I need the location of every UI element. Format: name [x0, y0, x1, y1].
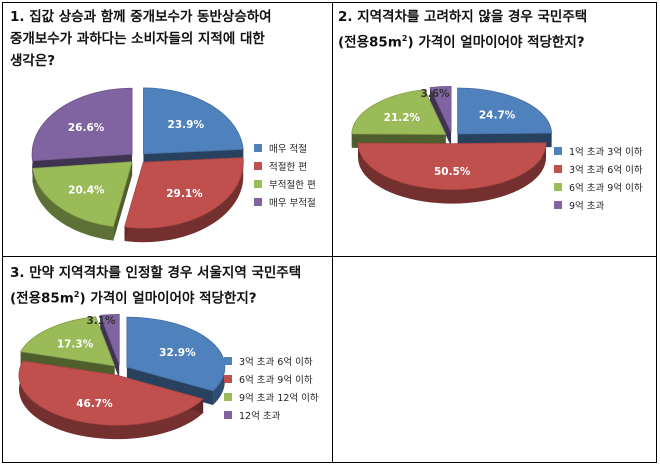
pie-slice — [351, 89, 447, 135]
legend-entry: 3억 초과 6억 이하 — [554, 160, 643, 178]
legend-label: 9억 초과 12억 이하 — [239, 393, 319, 404]
chart2-title: 2. 지역격차를 고려하지 않을 경우 국민주택 (전용85m2) 가격이 얼마… — [338, 6, 587, 54]
chart2-legend: 1억 초과 3억 이하 3억 초과 6억 이하 6억 초과 9억 이하 9억 초과 — [554, 142, 643, 214]
legend-entry: 매우 적절 — [254, 139, 316, 157]
legend-swatch — [254, 180, 262, 188]
legend-entry: 부적절한 편 — [254, 175, 316, 193]
pie-slice — [357, 142, 547, 190]
legend-label: 매우 적절 — [269, 144, 307, 155]
chart1-title: 1. 집값 상승과 함께 중개보수가 동반상승하여 중개보수가 과하다는 소비자… — [10, 6, 272, 72]
pie-slice — [429, 86, 452, 133]
pie-slice-side — [18, 360, 204, 440]
legend-entry: 3억 초과 6억 이하 — [224, 352, 319, 370]
pie-slice — [18, 360, 204, 426]
legend-label: 3억 초과 6억 이하 — [239, 357, 313, 368]
pie-slice — [126, 316, 226, 392]
pie-slice-side — [32, 168, 114, 241]
pie-slice — [99, 314, 120, 365]
pie-data-label: 46.7% — [76, 398, 113, 410]
legend-entry: 매우 부적절 — [254, 193, 316, 211]
pie-slice-side — [358, 142, 547, 204]
legend-swatch — [224, 357, 232, 365]
pie-data-label: 20.4% — [68, 184, 105, 196]
chart1-title-line1: 1. 집값 상승과 함께 중개보수가 동반상승하여 — [10, 9, 272, 25]
pie-slice — [124, 157, 244, 229]
legend-label: 3억 초과 6억 이하 — [569, 165, 643, 176]
pie-slice-side — [124, 157, 244, 243]
pie-slice — [31, 87, 133, 162]
pie-data-label: 23.9% — [168, 119, 205, 131]
legend-label: 1억 초과 3억 이하 — [569, 147, 643, 158]
legend-swatch — [224, 393, 232, 401]
legend-entry: 6억 초과 9억 이하 — [554, 178, 643, 196]
pie-slice — [20, 316, 116, 367]
pie-data-label: 24.7% — [479, 109, 516, 121]
pie-data-label: 21.2% — [384, 112, 421, 124]
pie-data-label: 17.3% — [57, 339, 94, 351]
chart3-title: 3. 만약 지역격차를 인정할 경우 서울지역 국민주택 (전용85m2) 가격… — [10, 262, 301, 310]
chart1-title-line2: 중개보수가 과하다는 소비자들의 지적에 대한 — [10, 31, 265, 47]
chart1-title-line3: 생각은? — [10, 53, 56, 69]
pie-data-label: 3.1% — [86, 315, 116, 327]
chart3-title-line2: (전용85m2) 가격이 얼마이어야 적당한지? — [10, 290, 257, 307]
chart2-title-line2: (전용85m2) 가격이 얼마이어야 적당한지? — [338, 34, 585, 51]
legend-swatch — [554, 183, 562, 191]
pie-slice — [143, 87, 244, 155]
divider-horizontal — [3, 256, 656, 257]
pie-data-label: 50.5% — [434, 166, 471, 178]
legend-swatch — [254, 144, 262, 152]
legend-swatch — [554, 147, 562, 155]
legend-swatch — [554, 165, 562, 173]
legend-swatch — [254, 198, 262, 206]
legend-entry: 9억 초과 — [554, 196, 643, 214]
legend-entry: 1억 초과 3억 이하 — [554, 142, 643, 160]
pie-slice-wall — [100, 315, 120, 379]
legend-label: 6억 초과 9억 이하 — [239, 375, 313, 386]
pie-data-label: 3.6% — [420, 88, 450, 100]
chart3-title-line1: 3. 만약 지역격차를 인정할 경우 서울지역 국민주택 — [10, 265, 302, 281]
legend-label: 12억 초과 — [239, 411, 281, 422]
pie-slice — [32, 161, 133, 228]
pie-data-label: 32.9% — [159, 347, 196, 359]
legend-label: 9억 초과 — [569, 201, 605, 212]
legend-label: 적절한 편 — [269, 162, 307, 173]
legend-label: 매우 부적절 — [269, 198, 316, 209]
legend-entry: 적절한 편 — [254, 157, 316, 175]
legend-entry: 6억 초과 9억 이하 — [224, 370, 319, 388]
legend-swatch — [554, 201, 562, 209]
pie-data-label: 29.1% — [166, 188, 203, 200]
pie-data-label: 26.6% — [68, 122, 105, 134]
divider-vertical — [332, 3, 333, 462]
legend-label: 부적절한 편 — [269, 180, 316, 191]
legend-swatch — [254, 162, 262, 170]
legend-entry: 9억 초과 12억 이하 — [224, 388, 319, 406]
legend-entry: 12억 초과 — [224, 406, 319, 424]
legend-swatch — [224, 375, 232, 383]
chart2-title-line1: 2. 지역격차를 고려하지 않을 경우 국민주택 — [338, 9, 588, 25]
pie-slice — [457, 87, 553, 135]
legend-label: 6억 초과 9억 이하 — [569, 183, 643, 194]
pie-slice-wall — [430, 87, 452, 147]
legend-swatch — [224, 411, 232, 419]
chart3-legend: 3억 초과 6억 이하 6억 초과 9억 이하 9억 초과 12억 이하 12억 초과 — [224, 352, 319, 424]
pie-slice-wall — [113, 161, 133, 241]
